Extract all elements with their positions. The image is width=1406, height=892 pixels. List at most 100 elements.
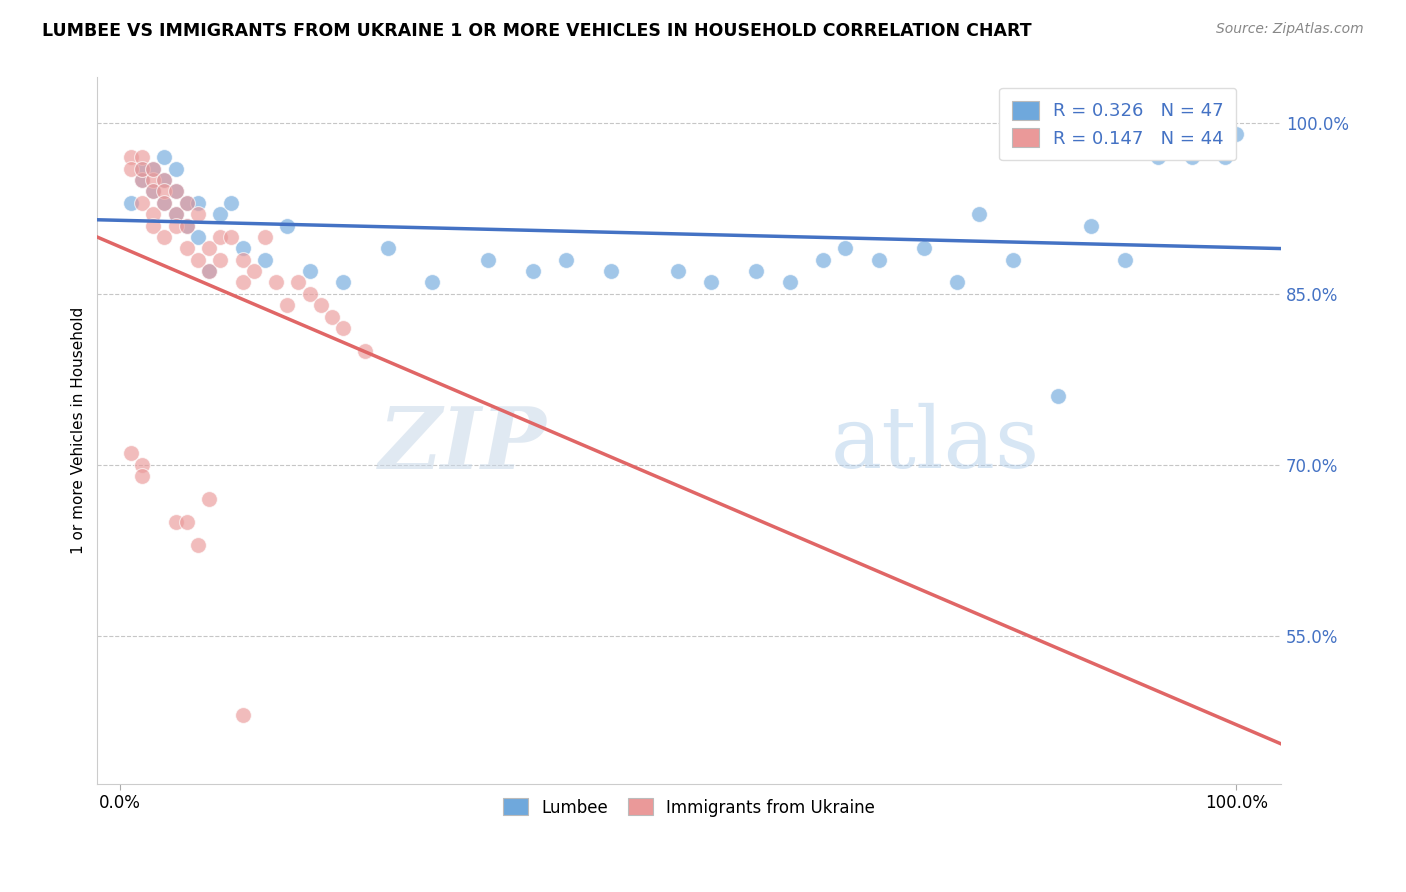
Point: [1114, 252, 1136, 267]
Point: [745, 264, 768, 278]
Point: [253, 230, 276, 244]
Point: [912, 241, 935, 255]
Point: [131, 195, 153, 210]
Point: [242, 264, 264, 278]
Point: [153, 195, 176, 210]
Point: [321, 310, 343, 324]
Point: [209, 230, 232, 244]
Point: [253, 252, 276, 267]
Point: [477, 252, 499, 267]
Point: [187, 252, 209, 267]
Point: [176, 195, 198, 210]
Point: [131, 173, 153, 187]
Point: [1213, 150, 1236, 164]
Point: [153, 150, 176, 164]
Point: [868, 252, 890, 267]
Point: [131, 173, 153, 187]
Point: [1080, 219, 1102, 233]
Point: [165, 185, 187, 199]
Point: [176, 241, 198, 255]
Point: [276, 219, 298, 233]
Point: [1046, 389, 1069, 403]
Point: [1225, 128, 1247, 142]
Point: [198, 241, 221, 255]
Point: [142, 173, 165, 187]
Point: [1147, 150, 1170, 164]
Point: [779, 276, 801, 290]
Point: [131, 150, 153, 164]
Point: [209, 252, 232, 267]
Point: [834, 241, 856, 255]
Point: [176, 219, 198, 233]
Point: [142, 161, 165, 176]
Point: [165, 219, 187, 233]
Point: [165, 515, 187, 529]
Point: [231, 276, 253, 290]
Point: [264, 276, 287, 290]
Point: [198, 491, 221, 506]
Point: [131, 458, 153, 472]
Point: [176, 195, 198, 210]
Text: Source: ZipAtlas.com: Source: ZipAtlas.com: [1216, 22, 1364, 37]
Point: [142, 185, 165, 199]
Point: [287, 276, 309, 290]
Point: [165, 207, 187, 221]
Point: [811, 252, 834, 267]
Point: [165, 207, 187, 221]
Point: [231, 252, 253, 267]
Legend: Lumbee, Immigrants from Ukraine: Lumbee, Immigrants from Ukraine: [495, 790, 883, 825]
Point: [153, 195, 176, 210]
Point: [555, 252, 578, 267]
Point: [131, 161, 153, 176]
Point: [298, 286, 321, 301]
Point: [666, 264, 689, 278]
Point: [354, 343, 377, 358]
Point: [187, 230, 209, 244]
Point: [221, 195, 243, 210]
Point: [309, 298, 332, 312]
Point: [153, 230, 176, 244]
Point: [420, 276, 443, 290]
Point: [176, 515, 198, 529]
Point: [221, 230, 243, 244]
Point: [120, 195, 142, 210]
Point: [209, 207, 232, 221]
Point: [198, 264, 221, 278]
Point: [142, 207, 165, 221]
Point: [377, 241, 399, 255]
Point: [120, 161, 142, 176]
Point: [1181, 150, 1204, 164]
Point: [700, 276, 723, 290]
Point: [120, 150, 142, 164]
Point: [522, 264, 544, 278]
Point: [600, 264, 623, 278]
Point: [969, 207, 991, 221]
Point: [165, 185, 187, 199]
Point: [298, 264, 321, 278]
Point: [165, 161, 187, 176]
Point: [153, 173, 176, 187]
Point: [187, 537, 209, 551]
Text: LUMBEE VS IMMIGRANTS FROM UKRAINE 1 OR MORE VEHICLES IN HOUSEHOLD CORRELATION CH: LUMBEE VS IMMIGRANTS FROM UKRAINE 1 OR M…: [42, 22, 1032, 40]
Point: [176, 219, 198, 233]
Point: [187, 207, 209, 221]
Y-axis label: 1 or more Vehicles in Household: 1 or more Vehicles in Household: [72, 307, 86, 554]
Point: [231, 241, 253, 255]
Point: [1001, 252, 1024, 267]
Point: [142, 185, 165, 199]
Point: [120, 446, 142, 460]
Point: [946, 276, 969, 290]
Text: ZIP: ZIP: [380, 403, 547, 486]
Point: [198, 264, 221, 278]
Point: [276, 298, 298, 312]
Point: [187, 195, 209, 210]
Point: [131, 161, 153, 176]
Point: [332, 321, 354, 335]
Point: [153, 185, 176, 199]
Point: [153, 173, 176, 187]
Point: [131, 469, 153, 483]
Point: [142, 161, 165, 176]
Point: [142, 219, 165, 233]
Point: [332, 276, 354, 290]
Point: [231, 708, 253, 723]
